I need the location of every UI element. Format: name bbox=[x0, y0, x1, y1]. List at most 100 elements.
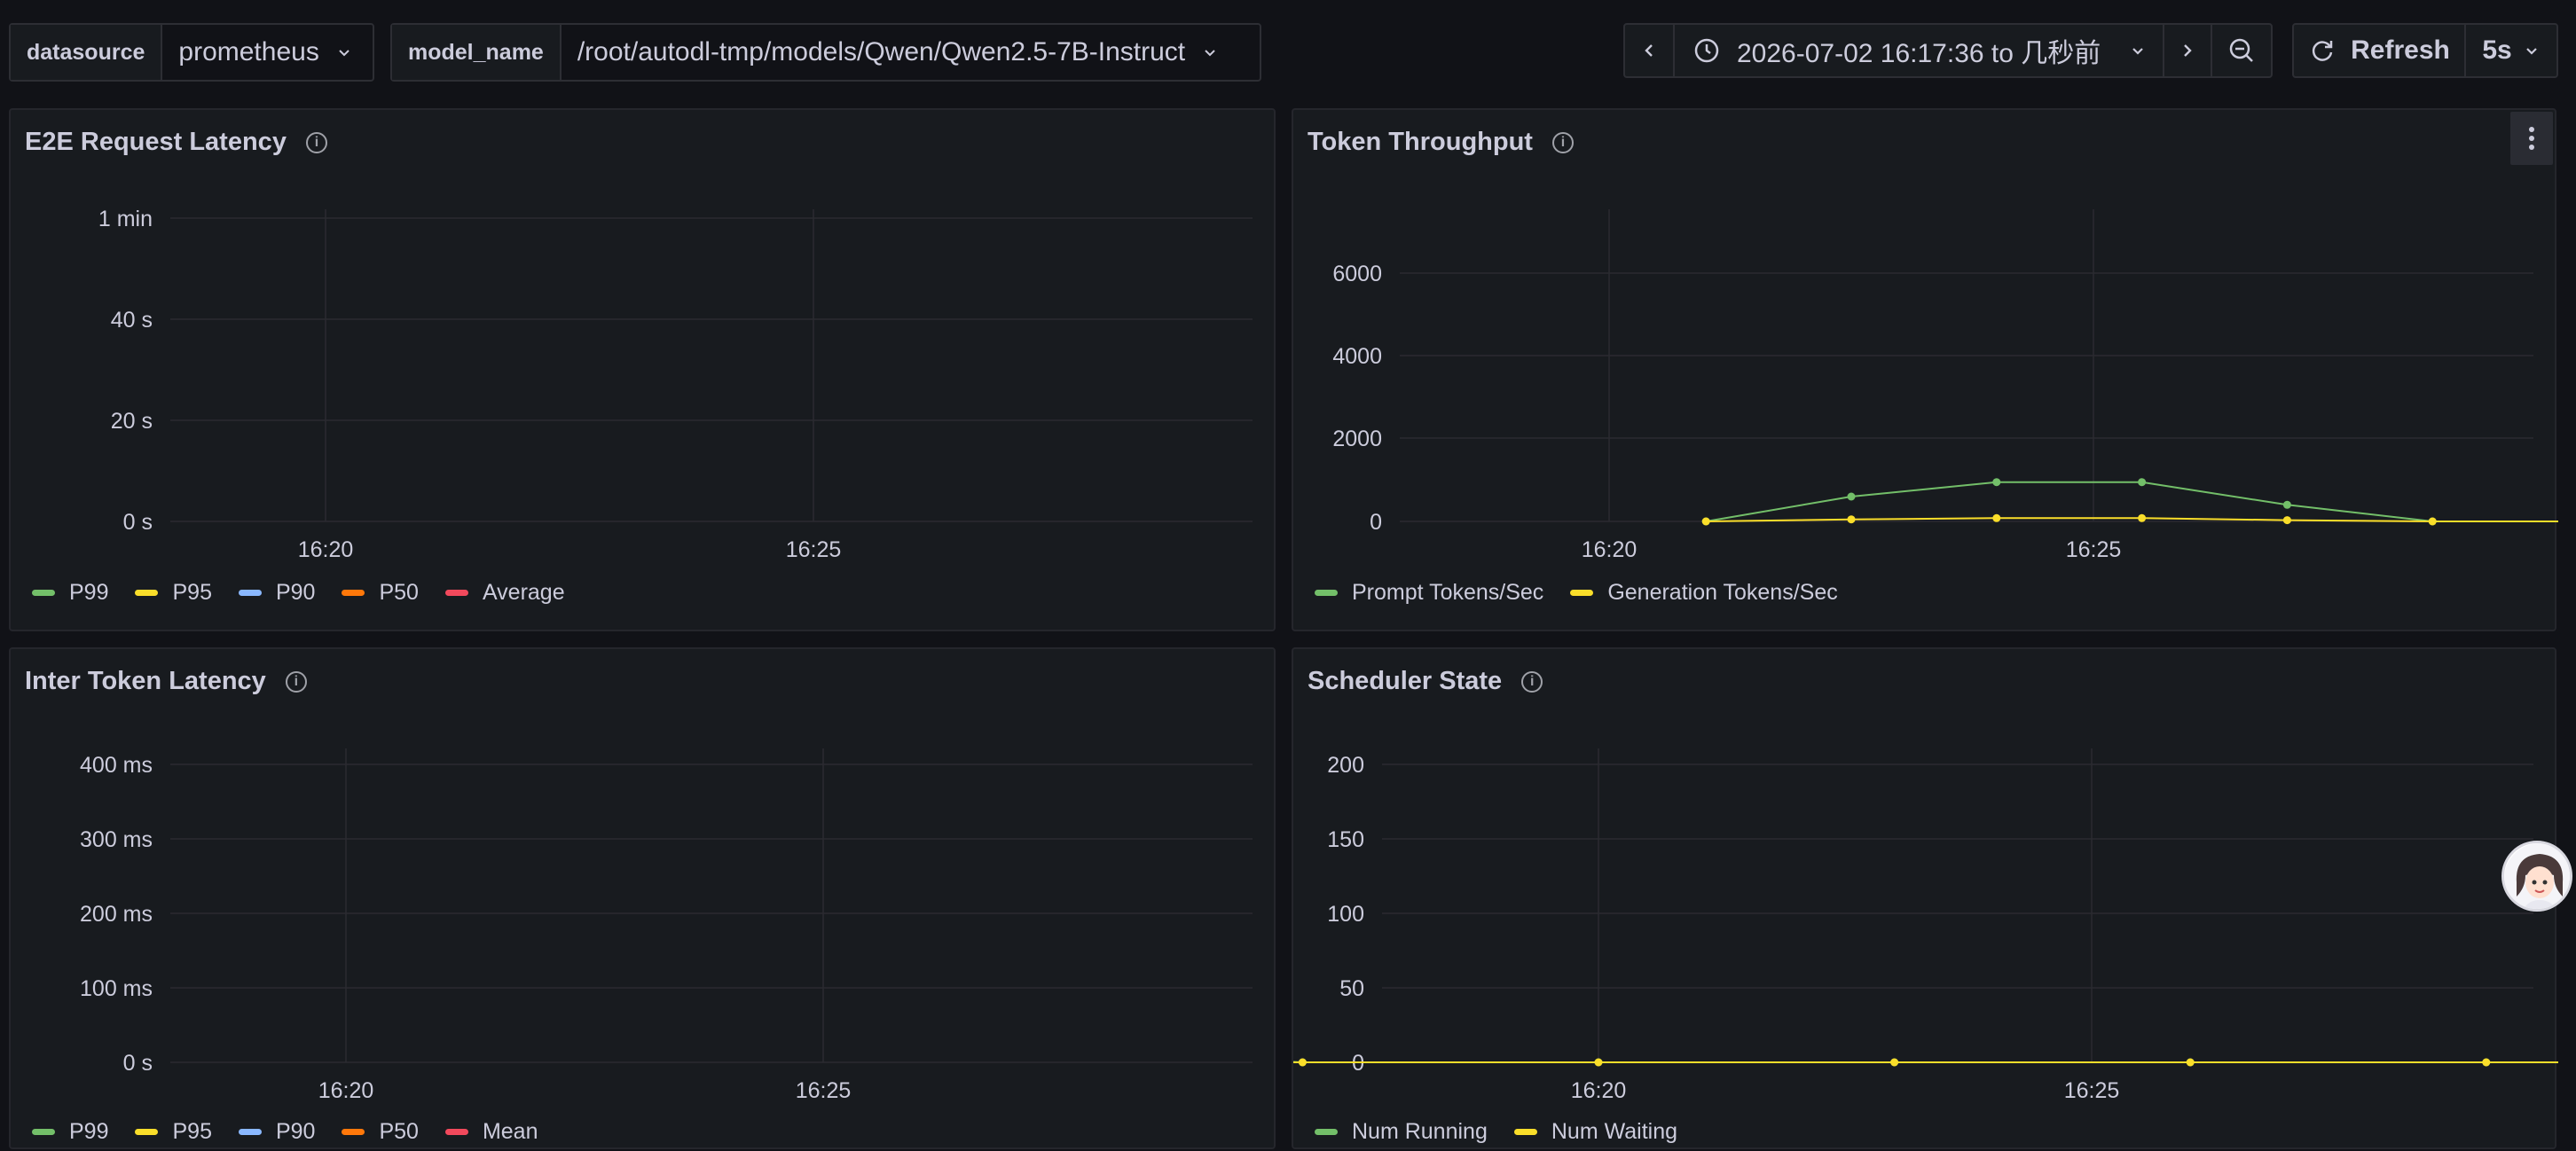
legend-item[interactable]: Num Running bbox=[1315, 1119, 1488, 1145]
model-name-variable[interactable]: model_name /root/autodl-tmp/models/Qwen/… bbox=[390, 23, 1261, 82]
legend-swatch bbox=[342, 1129, 365, 1135]
chevron-down-icon bbox=[339, 50, 349, 57]
legend-item[interactable]: P90 bbox=[238, 1119, 315, 1145]
legend-item[interactable]: P90 bbox=[238, 580, 315, 606]
chart-legend: P99 P95 P90 P50 Mean bbox=[32, 1119, 538, 1145]
series-generation-tokens-sec bbox=[1701, 513, 2558, 526]
legend-item[interactable]: Generation Tokens/Sec bbox=[1570, 580, 1838, 606]
x-tick-label: 16:25 bbox=[796, 1078, 852, 1103]
data-point bbox=[1701, 517, 1710, 526]
legend-label: Prompt Tokens/Sec bbox=[1352, 580, 1544, 605]
info-icon[interactable]: i bbox=[1521, 670, 1543, 693]
legend-item[interactable]: P50 bbox=[342, 580, 419, 606]
y-tick-label: 100 bbox=[1327, 902, 1364, 927]
legend-swatch bbox=[444, 1129, 468, 1135]
time-back-button[interactable] bbox=[1623, 23, 1675, 78]
model-name-select[interactable]: /root/autodl-tmp/models/Qwen/Qwen2.5-7B-… bbox=[562, 25, 1235, 80]
panel-title: Token Throughput bbox=[1308, 128, 1533, 156]
legend-item[interactable]: P95 bbox=[135, 580, 212, 606]
legend-label: Average bbox=[482, 580, 565, 605]
data-point bbox=[1992, 478, 2001, 487]
y-tick-label: 40 s bbox=[111, 308, 153, 333]
chart-legend: Num Running Num Waiting bbox=[1315, 1119, 1677, 1145]
x-tick-label: 16:25 bbox=[786, 537, 842, 562]
y-tick-label: 2000 bbox=[1332, 427, 1382, 451]
legend-item[interactable]: P95 bbox=[135, 1119, 212, 1145]
legend-swatch bbox=[444, 590, 468, 596]
y-tick-label: 0 bbox=[1370, 510, 1382, 535]
data-point bbox=[2482, 1058, 2491, 1067]
data-point bbox=[1594, 1058, 1603, 1067]
legend-swatch bbox=[238, 1129, 262, 1135]
time-forward-button[interactable] bbox=[2163, 23, 2212, 78]
data-point bbox=[2282, 516, 2291, 525]
legend-item[interactable]: P99 bbox=[32, 1119, 108, 1145]
legend-label: P99 bbox=[69, 1119, 109, 1144]
series-line bbox=[1706, 481, 2558, 522]
data-point bbox=[2138, 478, 2147, 487]
panel-menu-button[interactable] bbox=[2510, 112, 2553, 165]
y-tick-label: 0 s bbox=[123, 1051, 153, 1076]
zoom-out-button[interactable] bbox=[2211, 23, 2273, 78]
y-tick-label: 1 min bbox=[98, 207, 153, 231]
chevron-down-icon bbox=[2525, 48, 2537, 55]
e2e-latency-chart: 0 s 20 s 40 s 1 min 16:20 16:25 bbox=[98, 207, 1253, 562]
y-tick-label: 50 bbox=[1339, 976, 1364, 1001]
info-icon[interactable]: i bbox=[305, 131, 327, 153]
y-tick-label: 6000 bbox=[1332, 262, 1382, 286]
legend-swatch bbox=[1513, 1129, 1537, 1135]
y-tick-label: 200 bbox=[1327, 753, 1364, 778]
token-throughput-chart: 0 2000 4000 6000 16:20 16:25 bbox=[1332, 209, 2558, 562]
model-name-value: /root/autodl-tmp/models/Qwen/Qwen2.5-7B-… bbox=[577, 37, 1186, 67]
legend-swatch bbox=[135, 1129, 159, 1135]
series-prompt-tokens-sec bbox=[1701, 478, 2558, 526]
panel-e2e-request-latency[interactable]: 0 s 20 s 40 s 1 min 16:20 16:25 E2E Request L… bbox=[9, 108, 1276, 631]
info-icon[interactable]: i bbox=[1551, 131, 1574, 153]
assistant-avatar[interactable] bbox=[2501, 841, 2572, 912]
data-point bbox=[2138, 513, 2147, 522]
chart-legend: P99 P95 P90 P50 Average bbox=[32, 580, 565, 606]
refresh-interval-picker[interactable]: 5s bbox=[2464, 23, 2558, 78]
inter-token-latency-chart: 0 s 100 ms 200 ms 300 ms 400 ms 16:20 16:25 bbox=[80, 748, 1253, 1103]
panel-inter-token-latency[interactable]: 0 s 100 ms 200 ms 300 ms 400 ms 16:20 16:25 In… bbox=[9, 647, 1276, 1149]
legend-label: Generation Tokens/Sec bbox=[1607, 580, 1838, 605]
legend-label: P99 bbox=[69, 580, 109, 605]
datasource-variable[interactable]: datasource prometheus bbox=[9, 23, 374, 82]
legend-item[interactable]: Average bbox=[444, 580, 565, 606]
panel-token-throughput[interactable]: 0 2000 4000 6000 16:20 16:25 Token Throughput… bbox=[1292, 108, 2558, 631]
y-tick-label: 200 ms bbox=[80, 902, 153, 927]
chart-legend: Prompt Tokens/Sec Generation Tokens/Sec bbox=[1315, 580, 1838, 606]
x-tick-label: 16:20 bbox=[318, 1078, 374, 1103]
y-tick-label: 150 bbox=[1327, 827, 1364, 852]
panel-scheduler-state[interactable]: 0 50 100 150 200 16:20 16:25 Scheduler State i… bbox=[1292, 647, 2558, 1149]
refresh-interval-value: 5s bbox=[2482, 35, 2512, 65]
y-tick-label: 400 ms bbox=[80, 753, 153, 778]
zoom-out-icon bbox=[2229, 38, 2253, 62]
legend-label: Num Running bbox=[1352, 1119, 1488, 1144]
y-tick-label: 20 s bbox=[111, 409, 153, 434]
legend-item[interactable]: P50 bbox=[342, 1119, 419, 1145]
y-tick-label: 4000 bbox=[1332, 344, 1382, 369]
datasource-select[interactable]: prometheus bbox=[162, 25, 368, 80]
dashboard-toolbar: datasource prometheus model_name /root/a… bbox=[0, 0, 2576, 99]
panel-title: Scheduler State bbox=[1308, 667, 1503, 695]
legend-swatch bbox=[135, 590, 159, 596]
series-line bbox=[1706, 517, 2558, 522]
x-tick-label: 16:20 bbox=[298, 537, 354, 562]
legend-label: Mean bbox=[482, 1119, 538, 1144]
chevron-left-icon bbox=[1645, 44, 1653, 57]
y-tick-label: 0 s bbox=[123, 510, 153, 535]
legend-item[interactable]: P99 bbox=[32, 580, 108, 606]
legend-item[interactable]: Num Waiting bbox=[1513, 1119, 1677, 1145]
legend-label: P95 bbox=[172, 1119, 212, 1144]
clock-icon bbox=[1694, 38, 1719, 63]
x-tick-label: 16:20 bbox=[1582, 537, 1637, 562]
legend-item[interactable]: Mean bbox=[444, 1119, 538, 1145]
data-point bbox=[1992, 513, 2001, 522]
chevron-right-icon bbox=[2184, 44, 2192, 57]
legend-item[interactable]: Prompt Tokens/Sec bbox=[1315, 580, 1543, 606]
info-icon[interactable]: i bbox=[285, 670, 307, 693]
time-range-picker[interactable]: 2026-07-02 16:17:36 to 几秒前 bbox=[1673, 23, 2164, 78]
refresh-button[interactable]: Refresh bbox=[2292, 23, 2466, 78]
